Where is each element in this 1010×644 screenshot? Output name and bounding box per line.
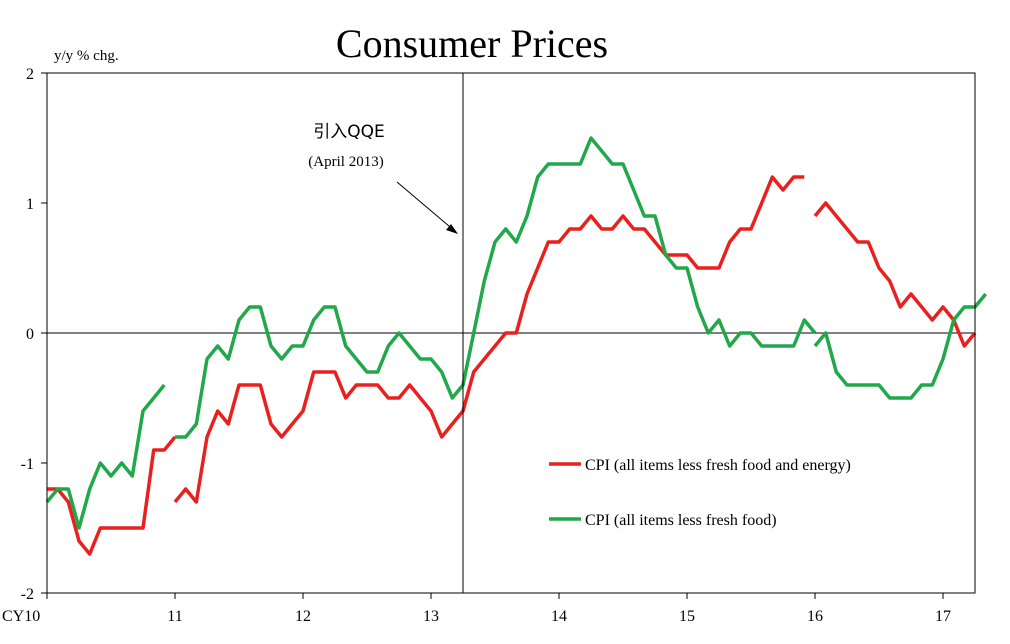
x-tick-label: 16 <box>807 608 823 625</box>
x-tick-label: 11 <box>167 608 182 625</box>
series-line-1 <box>173 175 805 504</box>
x-tick-label: 14 <box>551 608 567 625</box>
series-layer <box>45 136 988 556</box>
annotation-group: 引入QQE (April 2013) <box>308 73 464 593</box>
x-tick-label: 12 <box>295 608 311 625</box>
x-tick-label: CY10 <box>2 608 40 625</box>
chart-title: Consumer Prices <box>336 21 608 66</box>
plot-frame <box>46 72 976 594</box>
series-line-2 <box>813 292 988 400</box>
series-line-2 <box>175 136 817 439</box>
x-tick-label: 17 <box>935 608 951 625</box>
x-tick-label: 15 <box>679 608 695 625</box>
y-tick-label: 0 <box>26 326 34 343</box>
legend-label-2: CPI (all items less fresh food) <box>585 512 777 529</box>
y-axis-unit-label: y/y % chg. <box>54 48 119 64</box>
x-tick-labels: CY10 11 12 13 14 15 16 17 <box>2 593 951 625</box>
series-line-1 <box>47 435 177 556</box>
y-tick-label: 1 <box>26 196 34 213</box>
annotation-label: 引入QQE <box>313 122 385 142</box>
series-line-1 <box>813 201 977 348</box>
legend: CPI (all items less fresh food and energ… <box>549 457 851 529</box>
legend-label-1: CPI (all items less fresh food and energ… <box>585 457 851 474</box>
annotation-arrow-shaft <box>396 181 457 233</box>
y-tick-label: -2 <box>21 586 34 603</box>
y-tick-label: 2 <box>26 66 34 83</box>
y-tick-label: -1 <box>21 456 34 473</box>
series-line-2 <box>45 383 166 530</box>
annotation-arrow-head <box>446 224 458 234</box>
y-tick-labels: 2 1 0 -1 -2 <box>21 66 47 603</box>
x-tick-label: 13 <box>423 608 439 625</box>
annotation-date: (April 2013) <box>308 154 383 170</box>
